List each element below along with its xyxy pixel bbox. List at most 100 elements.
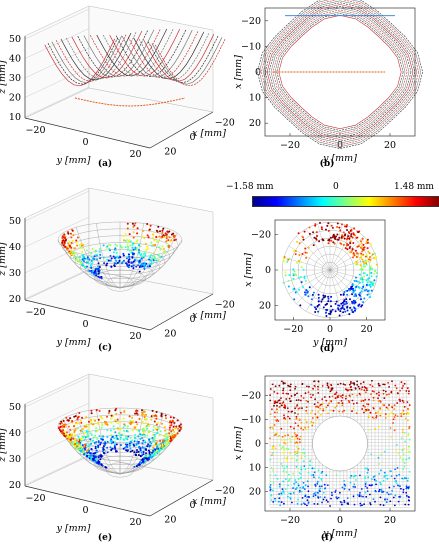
scatter-point bbox=[396, 467, 399, 469]
scatter-point bbox=[141, 430, 144, 433]
scatter-point bbox=[304, 280, 307, 282]
scatter-point bbox=[143, 236, 146, 239]
scatter-point bbox=[312, 495, 315, 498]
scatter-point bbox=[86, 434, 89, 437]
scatter-point bbox=[82, 254, 85, 256]
scatter-point bbox=[131, 421, 134, 424]
scatter-point bbox=[136, 232, 139, 235]
contour-line bbox=[65, 31, 137, 80]
scatter-point bbox=[351, 410, 353, 413]
scatter-point bbox=[366, 389, 368, 391]
scatter-point bbox=[117, 428, 120, 431]
scatter-point bbox=[117, 432, 120, 435]
x-tick-label: 20 bbox=[164, 514, 176, 525]
scatter-point bbox=[135, 421, 138, 424]
scatter-point bbox=[316, 480, 319, 483]
contour-line bbox=[55, 34, 127, 82]
scatter-point bbox=[342, 231, 345, 234]
scatter-point bbox=[407, 457, 410, 460]
scatter-point bbox=[76, 422, 79, 425]
scatter-point bbox=[156, 426, 159, 428]
scatter-point bbox=[341, 223, 343, 226]
scatter-point bbox=[300, 468, 303, 471]
scatter-point bbox=[67, 231, 69, 234]
scatter-point bbox=[104, 466, 107, 469]
scatter-point bbox=[326, 224, 329, 227]
scatter-point bbox=[357, 280, 359, 283]
wire-meridian bbox=[119, 413, 165, 475]
scatter-point bbox=[165, 240, 168, 243]
scatter-point bbox=[333, 393, 336, 395]
scatter-point bbox=[144, 459, 147, 462]
scatter-point bbox=[274, 500, 277, 502]
scatter-point bbox=[400, 381, 403, 384]
scatter-point bbox=[102, 244, 105, 247]
scatter-point bbox=[294, 407, 296, 410]
scatter-point bbox=[97, 441, 100, 444]
scatter-point bbox=[137, 454, 140, 456]
scatter-point bbox=[284, 439, 287, 441]
scatter-point bbox=[269, 485, 271, 488]
scatter-point bbox=[114, 431, 117, 434]
scatter-point bbox=[161, 444, 164, 447]
scatter-point bbox=[84, 448, 86, 451]
scatter-point bbox=[83, 445, 86, 448]
z-grid-line bbox=[24, 47, 90, 79]
scatter-point bbox=[397, 452, 400, 455]
scatter-point bbox=[325, 399, 328, 402]
caption-c: (c) bbox=[98, 343, 112, 353]
scatter-point bbox=[283, 447, 285, 450]
scatter-point bbox=[83, 432, 86, 434]
scatter-point bbox=[139, 437, 142, 440]
z-axis-label: z [mm] bbox=[0, 428, 8, 463]
contour-line bbox=[260, 0, 419, 146]
scatter-point bbox=[299, 399, 302, 402]
scatter-point bbox=[364, 491, 367, 494]
scatter-point bbox=[365, 262, 368, 265]
scatter-point bbox=[400, 487, 402, 490]
scatter-point bbox=[161, 245, 164, 248]
scatter-point bbox=[369, 243, 372, 246]
scatter-point bbox=[383, 383, 386, 386]
scatter-point bbox=[158, 246, 161, 249]
y-tick-label: −20 bbox=[241, 390, 261, 401]
scatter-point bbox=[143, 252, 146, 255]
z-tick-label: 30 bbox=[9, 454, 21, 465]
scatter-point bbox=[165, 417, 167, 420]
scatter-point bbox=[157, 239, 160, 242]
scatter-point bbox=[282, 387, 285, 390]
scatter-point bbox=[143, 428, 146, 431]
scatter-point bbox=[354, 289, 357, 292]
scatter-point bbox=[148, 451, 151, 454]
scatter-point bbox=[123, 239, 125, 242]
scatter-point bbox=[282, 381, 285, 384]
scatter-point bbox=[305, 289, 308, 292]
scatter-point bbox=[272, 501, 275, 503]
scatter-point bbox=[298, 254, 301, 256]
z-tick-label: 20 bbox=[9, 294, 21, 305]
scatter-point bbox=[352, 233, 355, 236]
scatter-point bbox=[163, 247, 166, 250]
scatter-point bbox=[337, 394, 340, 397]
scatter-point bbox=[82, 428, 84, 430]
scatter-point bbox=[271, 446, 274, 449]
scatter-point bbox=[88, 258, 91, 261]
scatter-point bbox=[349, 287, 352, 290]
z-grid-line bbox=[24, 67, 90, 98]
scatter-point bbox=[308, 226, 311, 229]
scatter-point bbox=[287, 448, 290, 451]
z-axis-label: z [mm] bbox=[0, 242, 8, 277]
scatter-point bbox=[153, 437, 156, 440]
scatter-point bbox=[110, 265, 113, 268]
scatter-point bbox=[99, 443, 102, 446]
scatter-point bbox=[93, 271, 96, 274]
x-tick-label: 20 bbox=[164, 146, 176, 157]
scatter-point bbox=[104, 440, 107, 443]
scatter-point bbox=[377, 400, 380, 403]
scatter-point bbox=[360, 252, 363, 255]
scatter-point bbox=[143, 410, 146, 413]
colorbar-gradient bbox=[252, 196, 439, 207]
scatter-point bbox=[285, 471, 288, 473]
scatter-point bbox=[322, 491, 325, 494]
scatter-point bbox=[352, 252, 355, 255]
